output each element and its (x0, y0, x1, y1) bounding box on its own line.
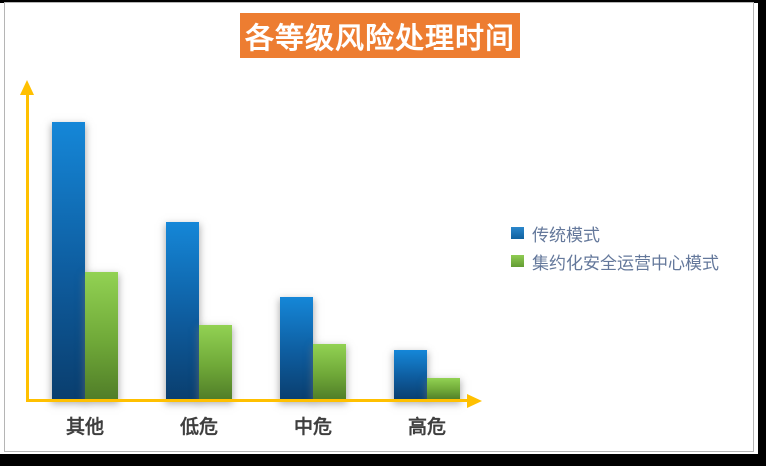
x-axis-arrowhead-icon (467, 394, 482, 408)
legend-swatch-blue-icon (511, 227, 524, 239)
bar-series2-中危 (313, 344, 346, 400)
legend-item-traditional: 传统模式 (511, 222, 719, 245)
x-axis-label-低危: 低危 (179, 417, 218, 438)
slide-background (4, 2, 754, 452)
y-axis (26, 94, 29, 401)
legend-label: 传统模式 (532, 225, 600, 245)
bar-series1-高危 (394, 350, 427, 400)
frame-top-strip (0, 0, 766, 3)
chart-title-banner: 各等级风险处理时间 (240, 13, 520, 58)
legend: 传统模式 集约化安全运营中心模式 (511, 222, 719, 278)
x-axis-label-高危: 高危 (407, 417, 446, 438)
legend-label: 集约化安全运营中心模式 (532, 253, 719, 273)
bar-series2-其他 (85, 272, 118, 400)
legend-item-soc: 集约化安全运营中心模式 (511, 250, 719, 273)
bar-series2-高危 (427, 378, 460, 400)
bar-series1-其他 (52, 122, 85, 400)
bar-series2-低危 (199, 325, 232, 400)
x-axis-label-其他: 其他 (65, 417, 104, 438)
frame-right-strip (758, 0, 766, 466)
frame-bottom-strip (0, 454, 766, 466)
legend-swatch-green-icon (511, 255, 524, 267)
x-axis-label-中危: 中危 (293, 417, 332, 438)
y-axis-arrowhead-icon (20, 80, 34, 95)
x-axis (26, 399, 468, 402)
bar-series1-低危 (166, 222, 199, 400)
chart-title: 各等级风险处理时间 (244, 22, 515, 55)
bar-series1-中危 (280, 297, 313, 400)
